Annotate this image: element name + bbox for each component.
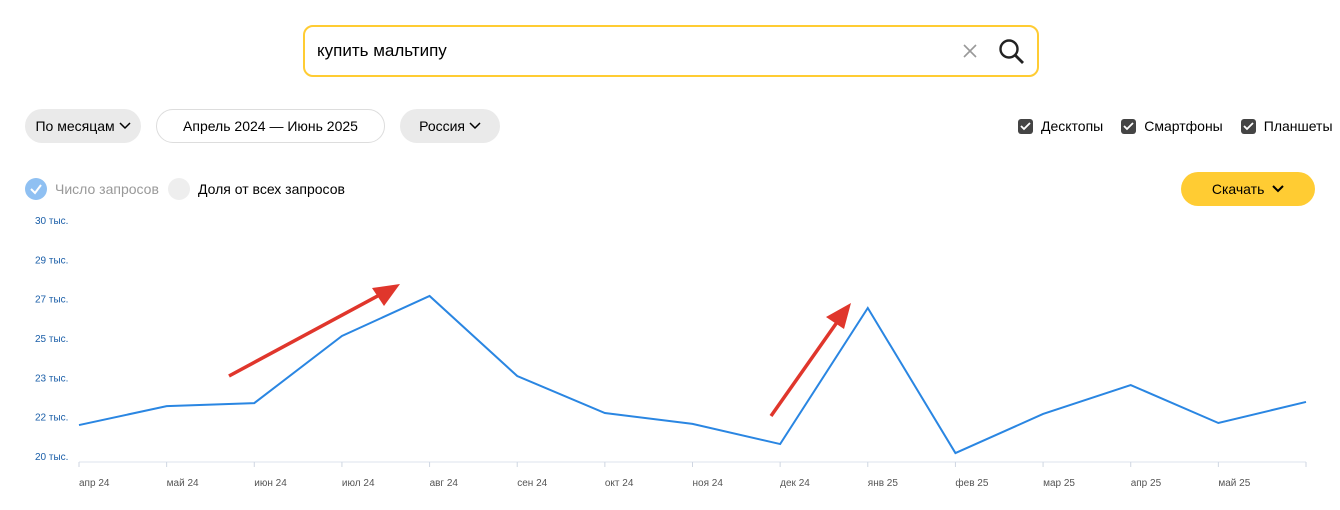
download-text: Скачать: [1211, 181, 1265, 197]
y-tick-label: 30 тыс.: [35, 216, 68, 227]
y-tick-label: 20 тыс.: [35, 452, 68, 463]
region-select[interactable]: Россия: [400, 109, 500, 143]
radio-on: [25, 178, 47, 200]
x-tick-label: май 24: [167, 478, 199, 489]
metric-label: Доля от всех запросов: [198, 181, 345, 197]
device-checkbox[interactable]: Десктопы: [1018, 118, 1103, 134]
device-label: Смартфоны: [1144, 118, 1223, 134]
chevron: [469, 122, 481, 130]
chart: 20 тыс. 22 тыс. 23 тыс. 25 тыс. 27 тыс. 29 ты…: [35, 216, 1307, 489]
x-tick-label: авг 24: [430, 478, 459, 489]
search-query: купить мальтипу: [317, 41, 447, 60]
y-tick-label: 23 тыс.: [35, 373, 68, 384]
x-tick-label: апр 25: [1131, 478, 1162, 489]
series-line: [78, 294, 1307, 455]
clear-icon[interactable]: [962, 43, 978, 59]
x-tick-label: дек 24: [780, 478, 810, 489]
x-tick-label: ноя 24: [693, 478, 724, 489]
search-icon[interactable]: [998, 38, 1026, 66]
device-checkbox[interactable]: Смартфоны: [1121, 118, 1223, 134]
period-text: По месяцам: [35, 118, 115, 134]
checkbox: [1240, 118, 1256, 134]
y-tick-label: 22 тыс.: [35, 413, 68, 424]
checkbox: [1121, 118, 1137, 134]
annotation-arrows: [228, 284, 851, 418]
x-tick-label: янв 25: [868, 478, 899, 489]
y-tick-label: 27 тыс.: [35, 295, 68, 306]
y-tick-label: 29 тыс.: [35, 255, 68, 266]
metric-share[interactable]: Доля от всех запросов: [168, 178, 345, 200]
chevron: [1272, 185, 1284, 193]
device-checkbox[interactable]: Планшеты: [1240, 118, 1333, 134]
y-tick-label: 25 тыс.: [35, 334, 68, 345]
range-text: Апрель 2024 — Июнь 2025: [183, 118, 358, 134]
radio-off: [168, 178, 190, 200]
region-text: Россия: [419, 118, 466, 134]
search-box[interactable]: купить мальтипу: [303, 25, 1039, 77]
device-filters: Десктопы Смартфоны Планшеты: [1018, 118, 1333, 134]
x-tick-label: апр 24: [79, 478, 110, 489]
x-tick-label: фев 25: [955, 477, 988, 489]
chevron: [119, 122, 131, 130]
metric-count[interactable]: Число запросов: [25, 178, 159, 200]
metric-label: Число запросов: [55, 181, 159, 197]
range-select[interactable]: Апрель 2024 — Июнь 2025: [156, 109, 385, 143]
download-button[interactable]: Скачать: [1181, 172, 1315, 206]
period-select[interactable]: По месяцам: [25, 109, 141, 143]
x-tick-label: май 25: [1218, 478, 1250, 489]
checkbox: [1018, 118, 1033, 134]
device-label: Планшеты: [1263, 118, 1333, 134]
x-tick-label: июн 24: [254, 478, 287, 489]
device-label: Десктопы: [1041, 118, 1104, 134]
x-tick-label: сен 24: [517, 478, 547, 489]
x-tick-label: окт 24: [605, 478, 634, 489]
x-tick-label: мар 25: [1043, 478, 1075, 489]
x-tick-label: июл 24: [342, 478, 375, 489]
